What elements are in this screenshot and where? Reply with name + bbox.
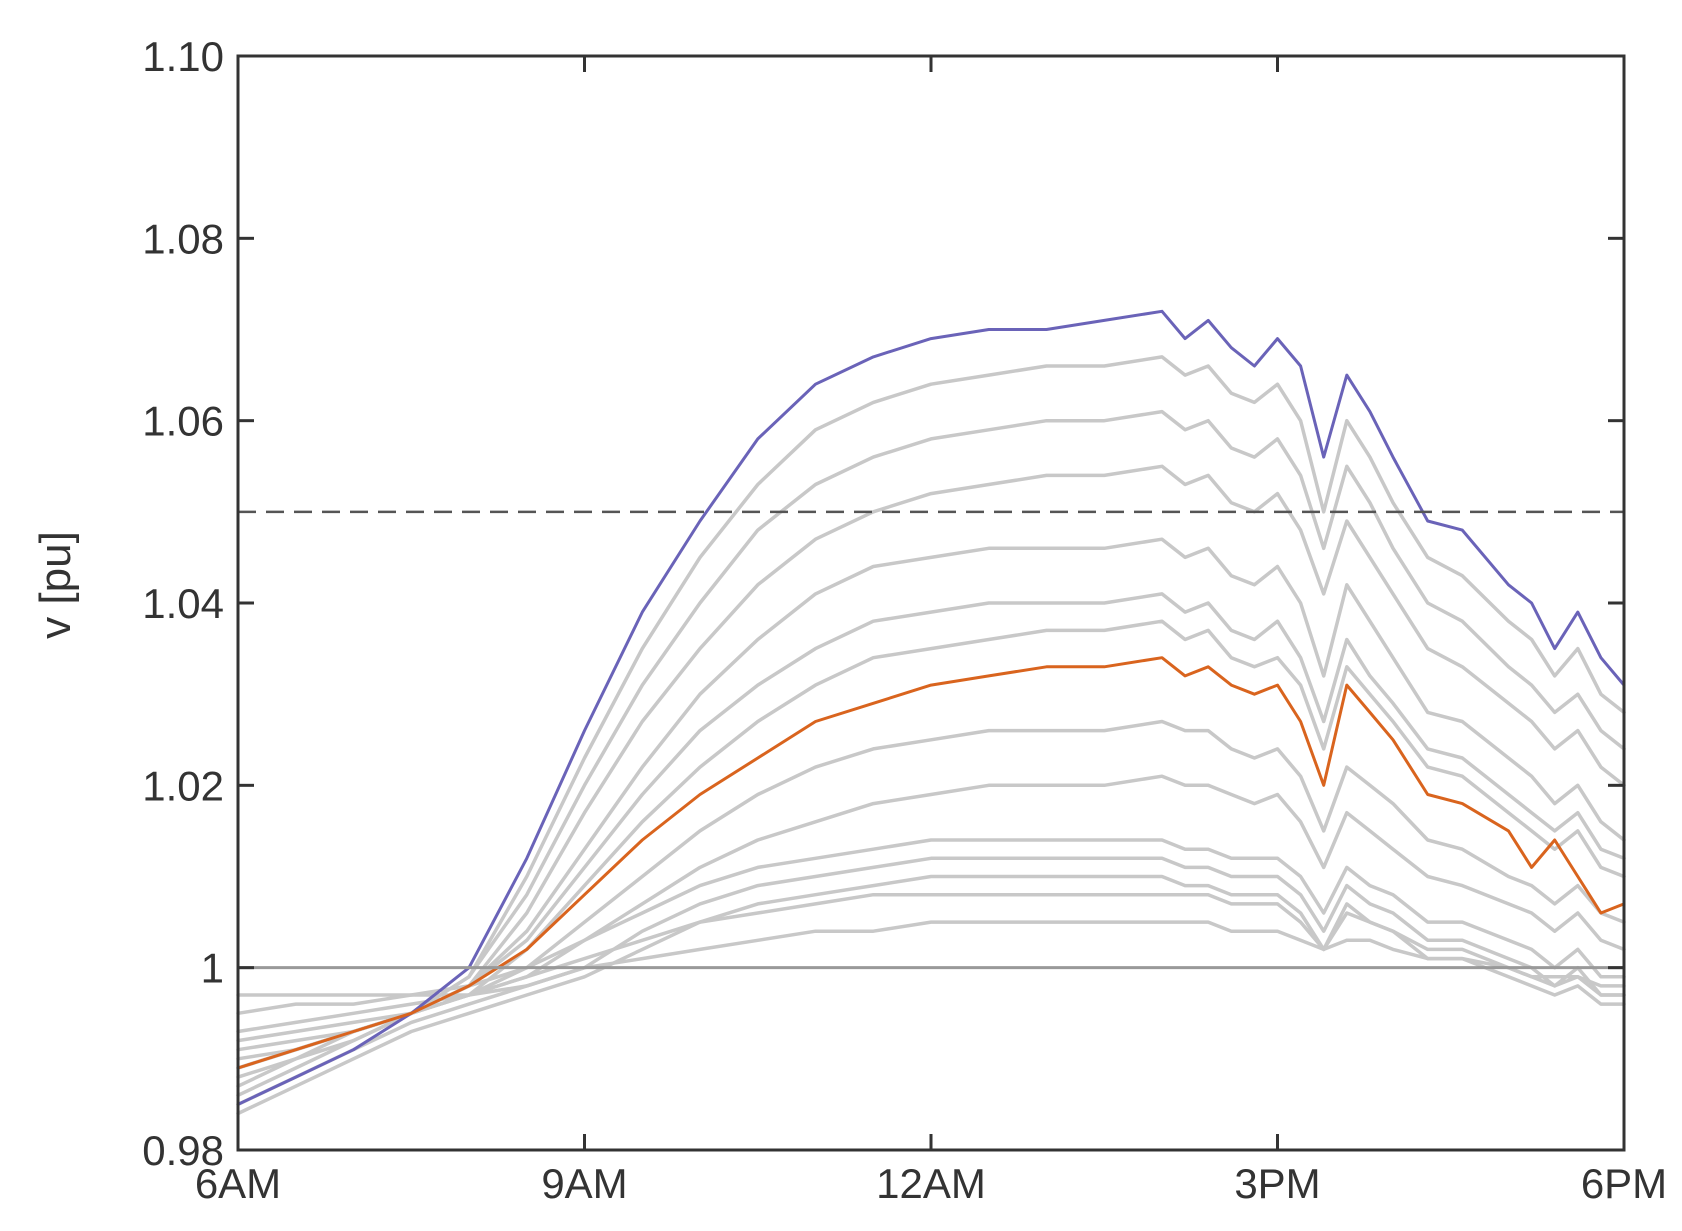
series-line-background-5 [236, 537, 1626, 1070]
y-tick-label: 0.98 [142, 1127, 224, 1174]
series-line-background-4 [236, 464, 1626, 1079]
series-line-background-9 [236, 774, 1626, 1043]
series-line-background-12 [236, 920, 1626, 1034]
series-line-background-13 [236, 892, 1626, 1016]
reference-lines [238, 510, 1624, 970]
series-line-background-6 [236, 592, 1626, 1070]
y-tick-label: 1.04 [142, 580, 224, 627]
series-layer [236, 309, 1626, 1116]
y-tick-label: 1.06 [142, 398, 224, 445]
x-tick-label: 12AM [876, 1160, 986, 1207]
series-line-background-7 [236, 619, 1626, 1061]
series-line-background-3 [236, 409, 1626, 1088]
y-tick-label: 1.10 [142, 33, 224, 80]
series-line-background-11 [236, 874, 1626, 1116]
y-tick-label: 1.08 [142, 215, 224, 262]
series-line-background-8 [236, 719, 1626, 1052]
x-tick-label: 6AM [195, 1160, 281, 1207]
x-tick-label: 9AM [541, 1160, 627, 1207]
y-tick-label: 1 [201, 945, 224, 992]
series-line-background-14 [236, 838, 1626, 997]
series-line-max-0 [236, 309, 1626, 1106]
x-tick-label: 6PM [1581, 1160, 1667, 1207]
x-tick-label: 3PM [1234, 1160, 1320, 1207]
series-line-background-2 [236, 355, 1626, 1098]
series-line-mid-1 [236, 656, 1626, 1070]
y-tick-label: 1.02 [142, 762, 224, 809]
axes [236, 54, 1626, 1152]
tick-labels: 0.98 1 1.02 1.04 1.06 1.08 1.10 6AM 9AM 12AM 3PM 6P… [142, 33, 1667, 1207]
y-axis-label: v [pu] [31, 531, 80, 639]
